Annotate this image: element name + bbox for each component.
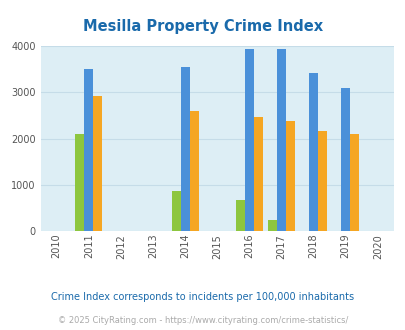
Text: Mesilla Property Crime Index: Mesilla Property Crime Index xyxy=(83,19,322,34)
Text: Crime Index corresponds to incidents per 100,000 inhabitants: Crime Index corresponds to incidents per… xyxy=(51,292,354,302)
Bar xyxy=(189,111,198,231)
Bar xyxy=(253,117,262,231)
Bar xyxy=(75,134,84,231)
Text: © 2025 CityRating.com - https://www.cityrating.com/crime-statistics/: © 2025 CityRating.com - https://www.city… xyxy=(58,315,347,325)
Bar xyxy=(180,67,189,231)
Bar xyxy=(349,134,358,231)
Bar xyxy=(93,96,102,231)
Bar xyxy=(235,200,244,231)
Bar xyxy=(171,191,180,231)
Bar xyxy=(317,131,326,231)
Bar xyxy=(276,49,285,231)
Bar xyxy=(267,220,276,231)
Legend: Mesilla, New Mexico, National: Mesilla, New Mexico, National xyxy=(68,326,365,330)
Bar xyxy=(244,49,253,231)
Bar xyxy=(84,69,93,231)
Bar xyxy=(308,73,317,231)
Bar xyxy=(340,88,349,231)
Bar xyxy=(285,121,294,231)
